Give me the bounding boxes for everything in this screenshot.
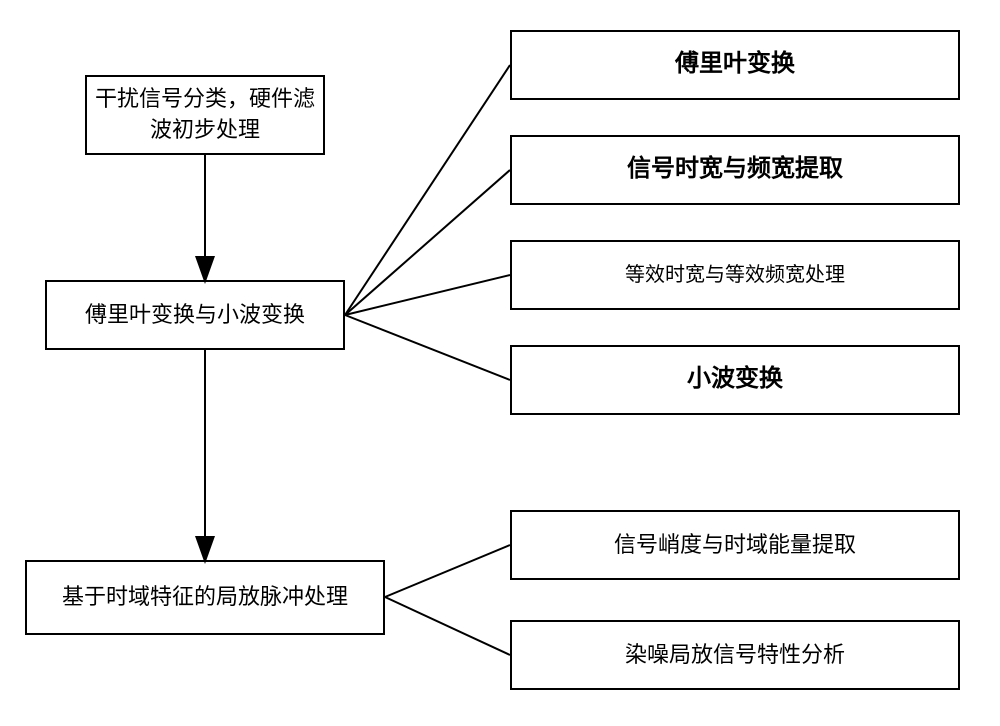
node-text: 信号时宽与频宽提取 [627,153,843,187]
edge-left2-r2 [345,170,510,315]
node-r4: 小波变换 [510,345,960,415]
node-left2: 傅里叶变换与小波变换 [45,280,345,350]
node-r3: 等效时宽与等效频宽处理 [510,240,960,310]
node-text: 信号峭度与时域能量提取 [614,530,856,561]
node-r1: 傅里叶变换 [510,30,960,100]
node-left1: 干扰信号分类，硬件滤波初步处理 [85,75,325,155]
node-text: 小波变换 [687,363,783,397]
edge-left3-r6 [385,597,510,655]
node-r2: 信号时宽与频宽提取 [510,135,960,205]
edge-left3-r5 [385,545,510,597]
node-text: 傅里叶变换与小波变换 [85,300,305,331]
node-text: 干扰信号分类，硬件滤波初步处理 [95,84,315,146]
node-left3: 基于时域特征的局放脉冲处理 [25,560,385,635]
edge-left2-r1 [345,65,510,315]
node-r5: 信号峭度与时域能量提取 [510,510,960,580]
edge-left2-r3 [345,275,510,315]
node-text: 等效时宽与等效频宽处理 [625,261,845,289]
node-text: 染噪局放信号特性分析 [625,640,845,671]
node-r6: 染噪局放信号特性分析 [510,620,960,690]
node-text: 傅里叶变换 [675,48,795,82]
node-text: 基于时域特征的局放脉冲处理 [62,582,348,613]
edge-left2-r4 [345,315,510,380]
